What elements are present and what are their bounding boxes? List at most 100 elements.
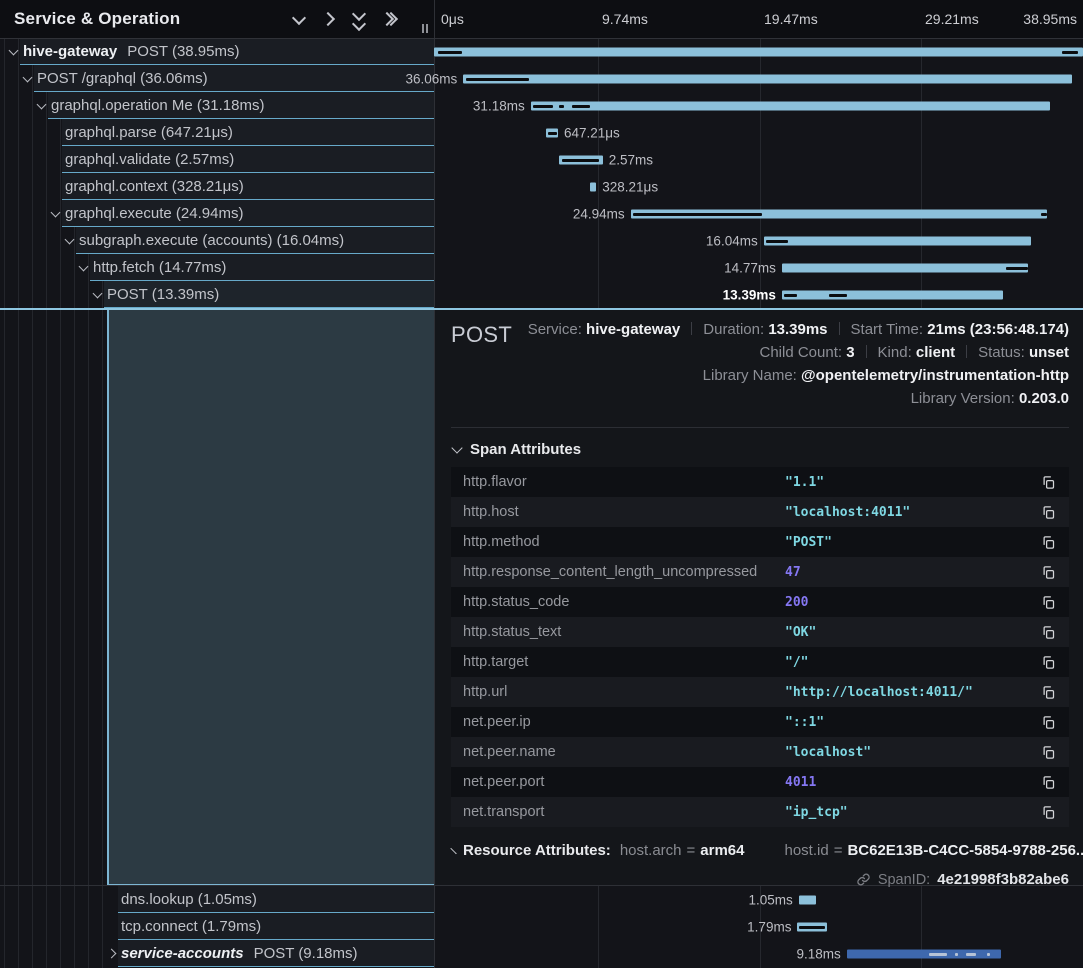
copy-icon[interactable]: [1039, 623, 1057, 641]
copy-icon[interactable]: [1039, 563, 1057, 581]
copy-icon[interactable]: [1039, 653, 1057, 671]
timeline-bar-cell[interactable]: 1.79ms: [434, 913, 1083, 940]
span-row[interactable]: subgraph.execute (accounts) (16.04ms) 16…: [0, 227, 1083, 254]
chevron-icon[interactable]: [76, 261, 90, 271]
span-bar[interactable]: [463, 74, 1072, 83]
chevron-icon[interactable]: [48, 207, 62, 217]
span-duration-label: 647.21μs: [563, 125, 620, 140]
span-name-cell[interactable]: POST /graphql (36.06ms): [0, 65, 434, 92]
attribute-key: http.status_text: [463, 624, 562, 640]
span-row[interactable]: graphql.validate (2.57ms) 2.57ms: [0, 146, 1083, 173]
span-name-cell[interactable]: tcp.connect (1.79ms): [0, 913, 434, 940]
copy-icon[interactable]: [1039, 503, 1057, 521]
timeline-header: 0μs 9.74ms 19.47ms 29.21ms 38.95ms: [434, 0, 1083, 38]
span-row[interactable]: graphql.parse (647.21μs) 647.21μs: [0, 119, 1083, 146]
meta-label: Duration:: [703, 321, 765, 338]
timeline-bar-cell[interactable]: 16.04ms: [434, 227, 1083, 254]
copy-icon[interactable]: [1039, 803, 1057, 821]
attribute-key: http.flavor: [463, 474, 527, 490]
timeline-bar-cell[interactable]: 36.06ms: [405, 65, 1083, 92]
span-row[interactable]: dns.lookup (1.05ms) 1.05ms: [0, 886, 1083, 913]
span-row[interactable]: POST /graphql (36.06ms) 36.06ms: [0, 65, 1083, 92]
critical-path-segment: [955, 952, 959, 956]
attribute-key: net.peer.port: [463, 774, 545, 790]
span-name-cell[interactable]: POST (13.39ms): [0, 281, 434, 308]
timeline-bar-cell[interactable]: 31.18ms: [434, 92, 1083, 119]
timeline-bar-cell[interactable]: 1.05ms: [434, 886, 1083, 913]
chevron-down-icon: [451, 441, 463, 454]
timeline-bar-cell[interactable]: 9.18ms: [434, 940, 1083, 967]
chevron-right-icon[interactable]: [314, 0, 344, 38]
page-title: Service & Operation: [14, 9, 181, 28]
copy-icon[interactable]: [1039, 533, 1057, 551]
span-row[interactable]: graphql.context (328.21μs) 328.21μs: [0, 173, 1083, 200]
span-row[interactable]: hive-gateway POST (38.95ms): [0, 38, 1083, 65]
double-chevron-right-icon[interactable]: [374, 0, 404, 38]
timeline-bar-cell[interactable]: [434, 38, 1083, 65]
meta-value: @opentelemetry/instrumentation-http: [801, 367, 1069, 384]
copy-icon[interactable]: [1039, 713, 1057, 731]
meta-label: Kind:: [877, 344, 912, 361]
timeline-bar-cell[interactable]: 328.21μs: [434, 173, 1083, 200]
chevron-icon[interactable]: [90, 288, 104, 298]
meta-value: 21ms (23:56:48.174): [927, 321, 1069, 338]
copy-icon[interactable]: [1039, 773, 1057, 791]
chevron-icon[interactable]: [62, 234, 76, 244]
span-bar[interactable]: [763, 236, 1032, 245]
copy-icon[interactable]: [1039, 743, 1057, 761]
span-bar[interactable]: [781, 263, 1028, 272]
chevron-icon[interactable]: [20, 72, 34, 82]
attribute-row: http.flavor "1.1": [451, 467, 1069, 497]
span-row[interactable]: tcp.connect (1.79ms) 1.79ms: [0, 913, 1083, 940]
span-bar[interactable]: [530, 101, 1050, 110]
span-row[interactable]: service-accounts POST (9.18ms) 9.18ms: [0, 940, 1083, 967]
resource-attributes-row[interactable]: Resource Attributes: host.arch = arm64 hos…: [450, 827, 1083, 859]
span-name-cell[interactable]: hive-gateway POST (38.95ms): [0, 38, 434, 65]
chevron-icon[interactable]: [6, 45, 20, 55]
meta-value: hive-gateway: [586, 321, 681, 338]
span-bar[interactable]: [846, 949, 1001, 958]
span-name-cell[interactable]: graphql.operation Me (31.18ms): [0, 92, 434, 119]
service-operation-header: Service & Operation: [0, 0, 434, 38]
span-name-cell[interactable]: http.fetch (14.77ms): [0, 254, 434, 281]
attribute-value: "localhost:4011": [785, 504, 911, 520]
span-row[interactable]: graphql.operation Me (31.18ms) 31.18ms: [0, 92, 1083, 119]
chevron-down-icon[interactable]: [284, 0, 314, 38]
critical-path-segment: [559, 104, 565, 108]
span-name-cell[interactable]: graphql.parse (647.21μs): [0, 119, 434, 146]
chevron-icon[interactable]: [104, 948, 118, 959]
span-name-cell[interactable]: subgraph.execute (accounts) (16.04ms): [0, 227, 434, 254]
column-divider[interactable]: [434, 0, 435, 968]
timeline-bar-cell[interactable]: 2.57ms: [434, 146, 1083, 173]
link-icon[interactable]: [856, 872, 871, 887]
span-name-cell[interactable]: dns.lookup (1.05ms): [0, 886, 434, 913]
span-name-cell[interactable]: graphql.validate (2.57ms): [0, 146, 434, 173]
timeline-tick: 19.47ms: [764, 11, 818, 27]
service-name: service-accounts: [121, 945, 244, 962]
timeline-bar-cell[interactable]: 24.94ms: [434, 200, 1083, 227]
span-bar[interactable]: [781, 290, 1004, 299]
span-row[interactable]: http.fetch (14.77ms) 14.77ms: [0, 254, 1083, 281]
timeline-bar-cell[interactable]: 14.77ms: [434, 254, 1083, 281]
copy-icon[interactable]: [1039, 683, 1057, 701]
span-bar[interactable]: [798, 895, 816, 904]
double-chevron-down-icon[interactable]: [344, 0, 374, 38]
span-bar[interactable]: [434, 47, 1083, 56]
resize-grip-icon[interactable]: [422, 24, 428, 33]
timeline-bar-cell[interactable]: 647.21μs: [434, 119, 1083, 146]
operation-label: POST (38.95ms): [127, 43, 240, 60]
span-bar[interactable]: [590, 182, 597, 191]
span-row[interactable]: graphql.execute (24.94ms) 24.94ms: [0, 200, 1083, 227]
span-bar[interactable]: [630, 209, 1047, 218]
timeline-bar-cell[interactable]: 13.39ms: [434, 281, 1083, 308]
span-name-cell[interactable]: service-accounts POST (9.18ms): [0, 940, 434, 967]
span-attributes-header[interactable]: Span Attributes: [451, 428, 1069, 467]
copy-icon[interactable]: [1039, 473, 1057, 491]
chevron-icon[interactable]: [34, 99, 48, 109]
copy-icon[interactable]: [1039, 593, 1057, 611]
span-name-cell[interactable]: graphql.execute (24.94ms): [0, 200, 434, 227]
span-id-row: SpanID: 4e21998f3b82abe6: [451, 859, 1069, 888]
section-title: Span Attributes: [470, 441, 582, 458]
span-row-selected[interactable]: POST (13.39ms) 13.39ms: [0, 281, 1083, 308]
span-name-cell[interactable]: graphql.context (328.21μs): [0, 173, 434, 200]
